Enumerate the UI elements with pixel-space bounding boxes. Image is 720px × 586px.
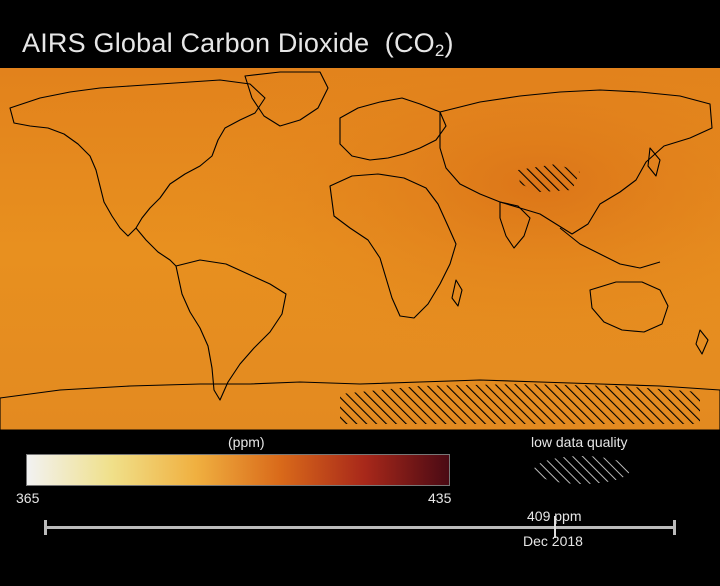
colorbar-unit-label: (ppm)	[228, 434, 265, 450]
title-formula: (CO2)	[384, 28, 454, 60]
emission-shading	[0, 68, 720, 430]
colorbar-min-label: 365	[16, 490, 40, 506]
se-asia-outline	[559, 227, 661, 269]
title-text: AIRS Global Carbon Dioxide	[22, 28, 370, 58]
time-slider-handle[interactable]	[554, 516, 556, 538]
current-ppm-value: 409 ppm	[527, 508, 582, 524]
australia-outline	[589, 281, 669, 333]
low-quality-hatch-swatch	[534, 456, 630, 484]
greenland-outline	[244, 71, 329, 127]
north-america-outline	[9, 79, 266, 237]
himalaya-hatch	[518, 164, 580, 192]
south-america-outline	[175, 259, 287, 401]
antarctica-outline	[0, 379, 720, 430]
time-slider[interactable]	[44, 504, 676, 554]
time-slider-track[interactable]	[44, 526, 676, 529]
map-title: AIRS Global Carbon Dioxide (CO2)	[22, 28, 454, 61]
time-slider-end-cap	[673, 520, 676, 535]
colorbar	[26, 454, 450, 486]
africa-outline	[329, 173, 457, 319]
land-outlines	[0, 71, 720, 430]
low-quality-legend-label: low data quality	[531, 434, 628, 450]
new-zealand-outline	[695, 329, 709, 355]
colorbar-max-label: 435	[428, 490, 452, 506]
current-date: Dec 2018	[523, 533, 583, 549]
time-slider-start-cap	[44, 520, 47, 535]
madagascar-outline	[451, 279, 463, 307]
europe-outline	[339, 97, 447, 161]
world-map-svg	[0, 68, 720, 430]
central-america-outline	[135, 227, 177, 267]
co2-world-map	[0, 68, 720, 430]
asia-outline	[439, 89, 713, 235]
india-outline	[499, 201, 531, 249]
japan-outline	[647, 147, 661, 177]
antarctica-hatch	[340, 384, 700, 424]
